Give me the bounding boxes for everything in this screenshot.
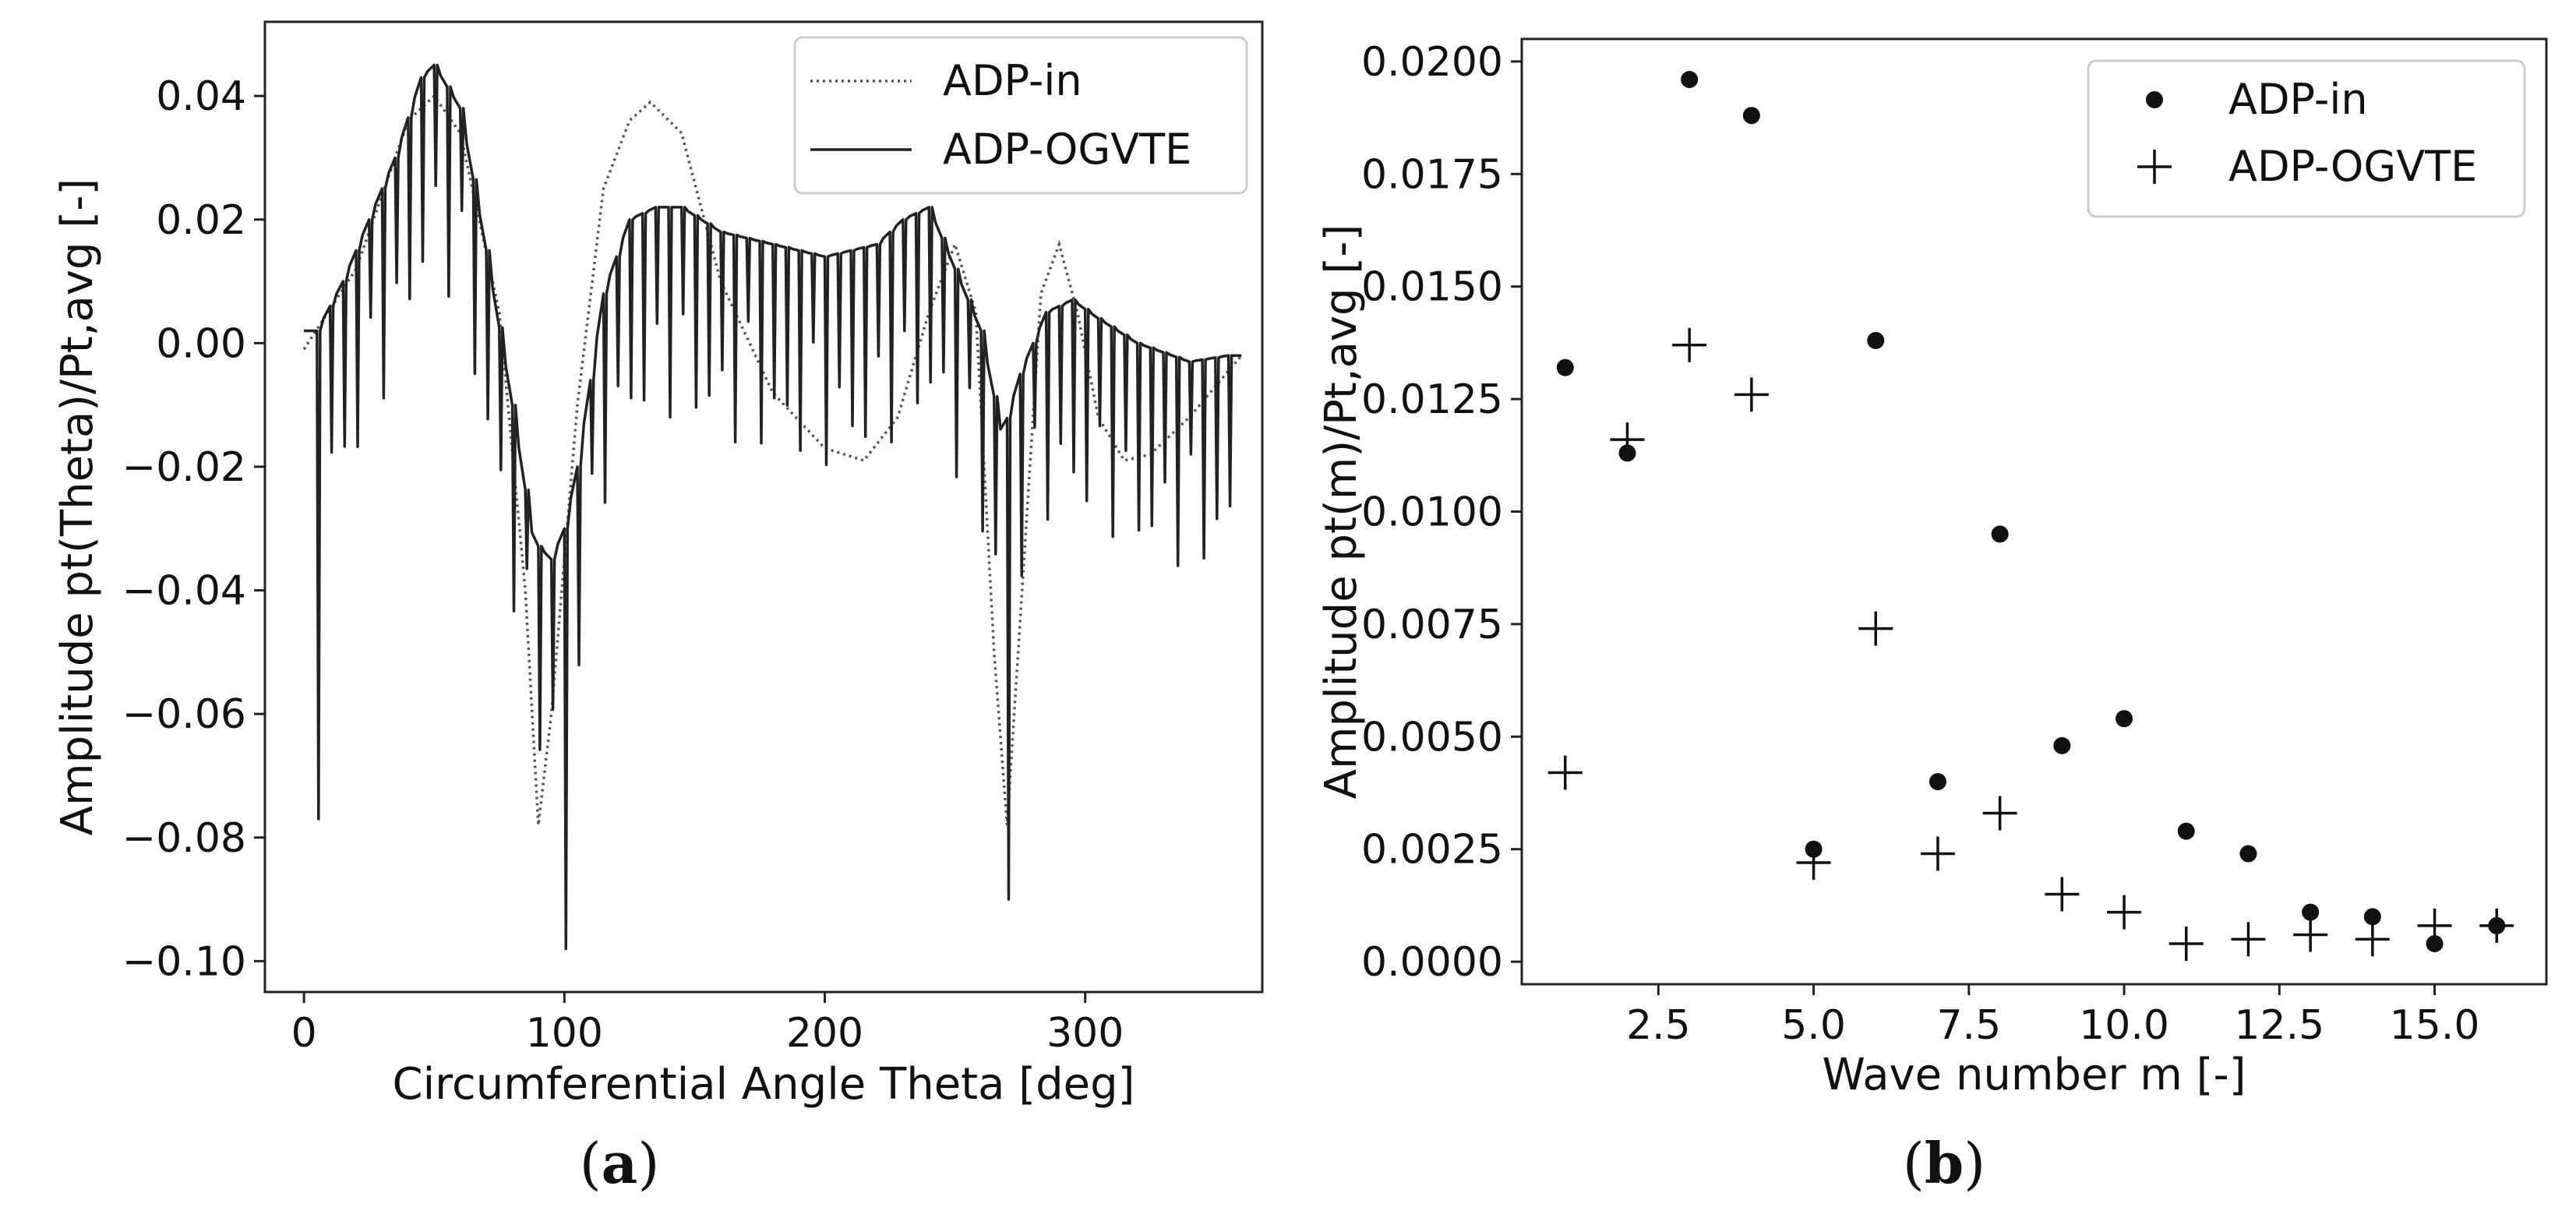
adp-ogvte-point: [1920, 836, 1955, 871]
x-tick-label: 15.0: [2390, 1002, 2480, 1049]
adp-ogvte-point: [1796, 846, 1831, 881]
y-tick-label: 0.0075: [1361, 602, 1503, 648]
adp-ogvte-point: [2417, 908, 2452, 943]
y-tick-label: 0.0175: [1361, 151, 1503, 198]
legend-label-adp-ogvte: ADP-OGVTE: [943, 125, 1191, 174]
legend-marker-adp-in: [2146, 91, 2163, 108]
y-tick-label: 0.00: [156, 320, 246, 367]
x-tick-label: 100: [526, 1010, 603, 1057]
adp-in-point: [1681, 70, 1699, 88]
panel-a-caption: (a): [580, 1130, 660, 1196]
y-axis-label: Amplitude pt(m)/Pt,avg [-]: [1316, 224, 1367, 800]
adp-in-point: [1556, 358, 1574, 376]
legend-marker-adp-ogvte: [2137, 150, 2172, 184]
adp-ogvte-point: [2231, 922, 2266, 957]
y-tick-label: 0.0200: [1361, 39, 1503, 86]
legend-box: [793, 36, 1248, 195]
x-axis-label: Circumferential Angle Theta [deg]: [392, 1059, 1134, 1110]
legend: ADP-in ADP-OGVTE: [793, 36, 1248, 195]
y-tick-label: 0.0000: [1361, 939, 1503, 986]
y-tick-label: 0.0125: [1361, 376, 1503, 423]
x-axis-label: Wave number m [-]: [1822, 1050, 2246, 1100]
legend-label-adp-ogvte: ADP-OGVTE: [2228, 142, 2477, 191]
x-tick-label: 7.5: [1936, 1002, 2001, 1049]
y-tick-label: −0.08: [122, 815, 246, 862]
x-tick-label: 2.5: [1626, 1002, 1691, 1049]
y-axis-label: Amplitude pt(Theta)/Pt,avg [-]: [52, 178, 103, 836]
y-tick-label: 0.02: [156, 197, 246, 244]
x-tick-label: 5.0: [1781, 1002, 1846, 1049]
plot-frame: [263, 20, 1264, 994]
adp-in-point: [2053, 736, 2071, 754]
x-tick-label: 10.0: [2079, 1002, 2169, 1049]
x-tick-label: 200: [786, 1010, 863, 1057]
series-adp-ogvte-line: [304, 63, 1242, 951]
adp-ogvte-point: [1610, 422, 1645, 457]
adp-in-point: [1928, 773, 1946, 791]
adp-ogvte-point: [2168, 927, 2204, 962]
y-tick-label: −0.04: [122, 568, 246, 615]
y-tick-label: −0.02: [122, 444, 246, 491]
panel-b-scatter-chart: 2.5 5.0 7.5 10.0 12.5 15.0 0.0200 0.0175 0.0150 0…: [1316, 37, 2548, 1100]
adp-ogvte-point: [2293, 917, 2328, 952]
panel-a-line-chart: 0 100 200 300 0.04 0.02 0.00 −0.02 −0.04 −0.06 −0.…: [52, 20, 1264, 1110]
adp-ogvte-point: [2479, 908, 2514, 943]
adp-ogvte-point: [2045, 877, 2080, 912]
series-adp-in-line: [302, 94, 1243, 826]
y-tick-label: 0.0150: [1361, 264, 1503, 311]
y-tick-label: −0.06: [122, 691, 246, 738]
legend-label-adp-in: ADP-in: [2228, 75, 2368, 124]
adp-ogvte-point: [1547, 755, 1583, 790]
y-tick-label: −0.10: [122, 938, 246, 985]
adp-in-point: [1742, 107, 1760, 125]
x-tick-label: 0: [291, 1010, 317, 1057]
adp-ogvte-point: [1982, 796, 2017, 831]
legend-box: [2087, 59, 2526, 218]
legend-label-adp-in: ADP-in: [943, 56, 1082, 105]
adp-in-point: [2302, 903, 2320, 921]
y-tick-label: 0.0025: [1361, 827, 1503, 874]
adp-in-point: [2363, 908, 2381, 926]
x-tick-label: 12.5: [2234, 1002, 2324, 1049]
adp-ogvte-point: [1734, 377, 1769, 412]
y-tick-label: 0.0050: [1361, 714, 1503, 761]
adp-in-point: [2426, 935, 2444, 953]
adp-in-point: [1991, 525, 2009, 543]
panel-b-caption: (b): [1903, 1130, 1986, 1196]
adp-in-point: [2239, 845, 2257, 863]
legend: ADP-in ADP-OGVTE: [2087, 59, 2526, 218]
adp-in-point: [2115, 710, 2133, 728]
y-tick-label: 0.04: [156, 73, 246, 120]
adp-ogvte-point: [1672, 327, 1707, 362]
adp-ogvte-point: [2107, 895, 2142, 930]
x-tick-label: 300: [1046, 1010, 1124, 1057]
adp-ogvte-point: [1858, 611, 1893, 646]
y-tick-label: 0.0100: [1361, 489, 1503, 536]
adp-in-point: [1867, 332, 1885, 350]
adp-ogvte-point: [2355, 922, 2390, 957]
adp-in-point: [2177, 822, 2195, 840]
